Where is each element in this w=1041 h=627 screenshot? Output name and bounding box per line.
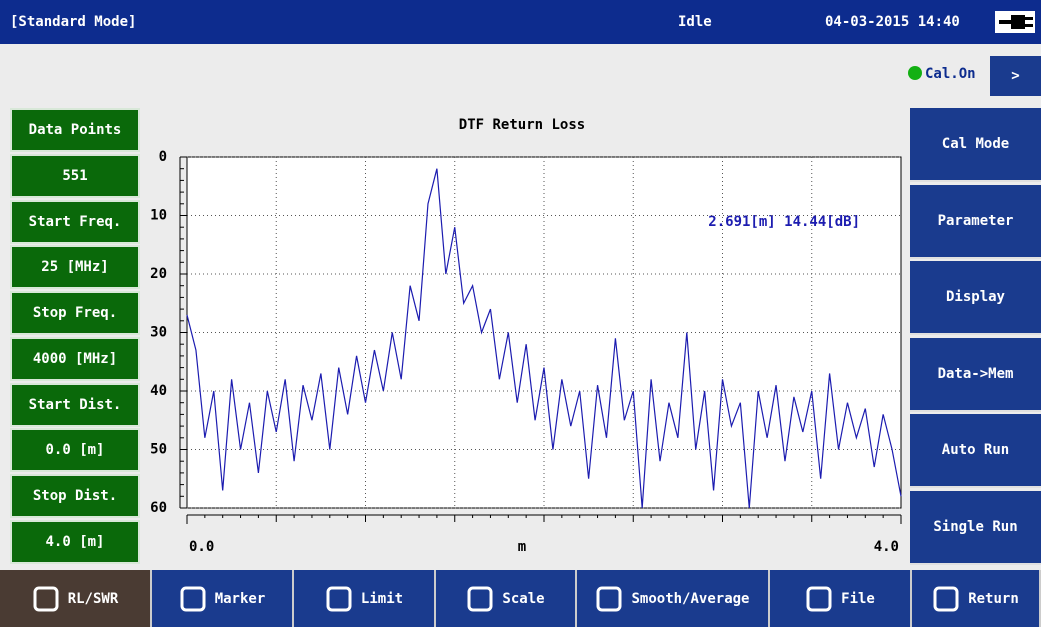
toolbar-label: RL/SWR [67, 590, 119, 607]
setting-value: 0.0 [m] [10, 428, 140, 472]
menu-button[interactable]: Cal Mode [910, 108, 1041, 182]
next-button[interactable]: > [990, 56, 1041, 96]
x-tick-label: 4.0 [874, 539, 899, 555]
marker-annotation: 2.691[m] 14.44[dB] [708, 214, 860, 230]
toolbar-button[interactable]: Scale [436, 570, 577, 627]
toolbar-icon [33, 586, 59, 611]
setting-value: 4.0 [m] [10, 519, 140, 564]
setting-value: 551 [10, 153, 140, 198]
trace [186, 168, 902, 509]
status: Idle [678, 14, 712, 30]
toolbar-label: Return [968, 590, 1019, 607]
menu-button[interactable]: Data->Mem [910, 337, 1041, 412]
toolbar-icon [467, 586, 493, 611]
y-tick-label: 10 [150, 208, 167, 224]
toolbar-label: File [841, 590, 875, 607]
menu-button[interactable]: Parameter [910, 184, 1041, 259]
x-axis-label: m [518, 539, 526, 555]
setting-label: Stop Dist. [10, 474, 140, 518]
toolbar-icon [806, 586, 832, 611]
toolbar-icon [326, 586, 352, 611]
y-tick-label: 30 [150, 325, 167, 341]
setting-value: 4000 [MHz] [10, 336, 140, 381]
setting-value: 25 [MHz] [10, 245, 140, 289]
toolbar-label: Marker [214, 590, 266, 607]
menu-button[interactable]: Auto Run [910, 414, 1041, 488]
y-tick-label: 0 [159, 149, 167, 165]
y-tick-label: 50 [150, 442, 167, 458]
power-icon [995, 11, 1035, 33]
toolbar-label: Scale [502, 590, 545, 607]
chart-title: DTF Return Loss [459, 117, 585, 133]
menu-button[interactable]: Display [910, 261, 1041, 335]
cal-indicator [908, 66, 922, 80]
chart: DTF Return Loss m 2.691[m] 14.44[dB] 0 10… [150, 117, 902, 555]
toolbar-label: Smooth/Average [631, 590, 750, 607]
x-tick-label: 0.0 [189, 539, 214, 555]
mode: [Standard Mode] [10, 14, 137, 30]
y-tick-label: 40 [150, 383, 167, 399]
toolbar-button[interactable]: RL/SWR [0, 570, 152, 627]
toolbar-icon [596, 586, 622, 611]
toolbar-button[interactable]: File [770, 570, 912, 627]
setting-label: Data Points [10, 108, 140, 152]
status-bar: [Standard Mode] Idle 04-03-2015 14:40 [0, 0, 1041, 44]
cal-status: Cal.On [925, 66, 976, 82]
toolbar-button[interactable]: Marker [152, 570, 294, 627]
setting-label: Start Freq. [10, 199, 140, 244]
datetime: 04-03-2015 14:40 [825, 14, 960, 30]
toolbar-button[interactable]: Smooth/Average [577, 570, 770, 627]
setting-label: Stop Freq. [10, 291, 140, 335]
toolbar-button[interactable]: Return [912, 570, 1041, 627]
y-tick-label: 20 [150, 266, 167, 282]
toolbar-icon [933, 586, 959, 611]
setting-label: Start Dist. [10, 382, 140, 427]
toolbar-icon [180, 586, 206, 611]
toolbar-label: Limit [360, 590, 404, 607]
menu-button[interactable]: Single Run [910, 490, 1041, 565]
y-tick-label: 60 [150, 500, 167, 516]
toolbar-button[interactable]: Limit [294, 570, 436, 627]
